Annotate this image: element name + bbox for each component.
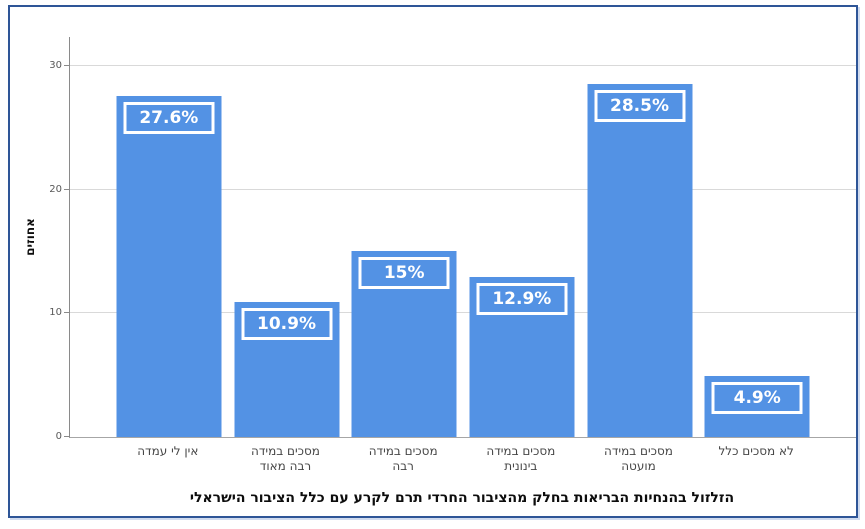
y-tick-label: 30 bbox=[49, 60, 62, 71]
bar-value-label: 27.6% bbox=[123, 102, 215, 134]
y-tick-label: 0 bbox=[55, 431, 62, 442]
bar-column: 10.9% bbox=[228, 37, 346, 437]
bar-column: 12.9% bbox=[463, 37, 581, 437]
category-label: לא מסכים כלל bbox=[718, 444, 794, 458]
bar: 28.5% bbox=[587, 84, 693, 437]
bar-value-label: 4.9% bbox=[711, 382, 803, 414]
category-label: מסכים במידה רבה bbox=[368, 444, 438, 473]
bar-value-label: 28.5% bbox=[594, 90, 686, 122]
y-tick-mark bbox=[64, 65, 70, 66]
bar-value-label: 10.9% bbox=[241, 308, 332, 340]
category-label: אין לי עמדה bbox=[137, 444, 199, 458]
bar: 10.9% bbox=[234, 302, 339, 437]
y-tick-mark bbox=[64, 189, 70, 190]
bar-column: 27.6% bbox=[110, 37, 228, 437]
y-tick-mark bbox=[64, 312, 70, 313]
y-axis-title: אחוזים bbox=[23, 218, 37, 256]
bar: 27.6% bbox=[116, 96, 222, 437]
y-tick-mark bbox=[64, 436, 70, 437]
gridline bbox=[70, 189, 856, 190]
bar-column: 15% bbox=[345, 37, 463, 437]
x-axis-category-labels: לא מסכים כלל מסכים במידה מועטה מסכים במידה ב… bbox=[69, 444, 855, 474]
bar-column: 28.5% bbox=[581, 37, 699, 437]
bar-column: 4.9% bbox=[698, 37, 816, 437]
bar-value-label: 15% bbox=[358, 257, 450, 289]
category-label: מסכים במידה בינונית bbox=[486, 444, 556, 473]
bar-value-label: 12.9% bbox=[476, 283, 568, 315]
plot-area: 0 10 20 30 27.6% 10.9% 15% 12.9% 28.5% 4.9% bbox=[49, 37, 856, 442]
category-label: מסכים במידה מועטה bbox=[604, 444, 673, 473]
bars-group: 27.6% 10.9% 15% 12.9% 28.5% 4.9% bbox=[70, 37, 856, 437]
gridline bbox=[70, 312, 856, 313]
y-tick-label: 10 bbox=[49, 307, 62, 318]
gridline bbox=[70, 65, 856, 66]
bar: 15% bbox=[351, 251, 457, 437]
x-axis-title: הזלזול בהנחיות הבריאות בחלק מהציבור החרד… bbox=[189, 490, 735, 506]
y-tick-label: 20 bbox=[49, 184, 62, 195]
chart-frame: אחוזים 0 10 20 30 27.6% 10.9% 15% 12.9% 28.5% 4.… bbox=[8, 5, 858, 518]
bar: 4.9% bbox=[704, 376, 810, 437]
category-label: מסכים במידה רבה מאוד bbox=[251, 444, 320, 473]
bar: 12.9% bbox=[469, 277, 575, 437]
